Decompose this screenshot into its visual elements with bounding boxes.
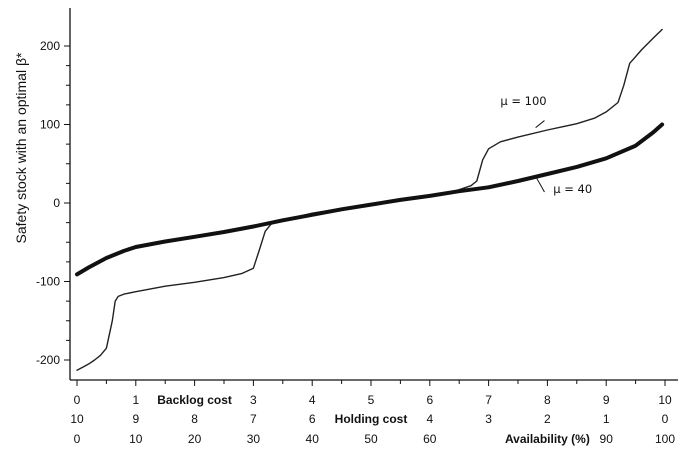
x-row-title: Backlog cost [157,393,232,407]
x-row-title: Availability (%) [505,432,590,446]
y-tick-label: 100 [40,118,60,132]
annotation-pointer-mu-100 [535,120,545,129]
x-tick-label: 10 [658,393,672,407]
x-tick-label: 10 [129,432,143,446]
x-tick-label: 30 [247,432,261,446]
x-tick-label: 7 [250,412,257,426]
x-tick-label: 1 [132,393,139,407]
x-tick-label: 2 [544,412,551,426]
x-tick-label: 0 [74,432,81,446]
x-tick-label: 50 [364,432,378,446]
x-tick-label: 1 [603,412,610,426]
x-tick-label: 0 [662,412,669,426]
x-tick-label: 8 [191,412,198,426]
x-tick-label: 4 [309,393,316,407]
series-annotations: μ = 100 μ = 40 [500,94,592,196]
x-tick-label: 60 [423,432,437,446]
x-row-title: Holding cost [335,412,408,426]
x-tick-label: 6 [426,393,433,407]
x-tick-label: 9 [603,393,610,407]
y-tick-label: -100 [36,275,60,289]
series-line-mu-100 [76,28,663,371]
series-label-mu-40: μ = 40 [553,182,592,196]
x-tick-label: 5 [368,393,375,407]
y-tick-label: -200 [36,353,60,367]
x-tick-label: 7 [485,393,492,407]
series-line-mu-40 [75,122,665,277]
y-axis-label: Safety stock with an optimal β* [13,52,29,243]
series-lines [75,28,665,371]
x-tick-label: 4 [426,412,433,426]
series-label-mu-100: μ = 100 [500,94,546,108]
x-tick-label: 20 [188,432,202,446]
x-axis-ticks [76,380,666,386]
x-tick-label: 10 [70,412,84,426]
x-tick-label: 90 [600,432,614,446]
y-axis-ticks: 200 100 0 -100 -200 [36,39,70,367]
x-tick-label: 3 [250,393,257,407]
y-tick-label: 0 [53,196,60,210]
x-tick-label: 6 [309,412,316,426]
x-tick-label: 0 [74,393,81,407]
y-tick-label: 200 [40,39,60,53]
annotation-pointer-mu-40 [535,176,545,193]
x-tick-label: 100 [655,432,675,446]
x-tick-label: 9 [132,412,139,426]
x-tick-label: 40 [306,432,320,446]
x-tick-label: 8 [544,393,551,407]
x-tick-label: 3 [485,412,492,426]
